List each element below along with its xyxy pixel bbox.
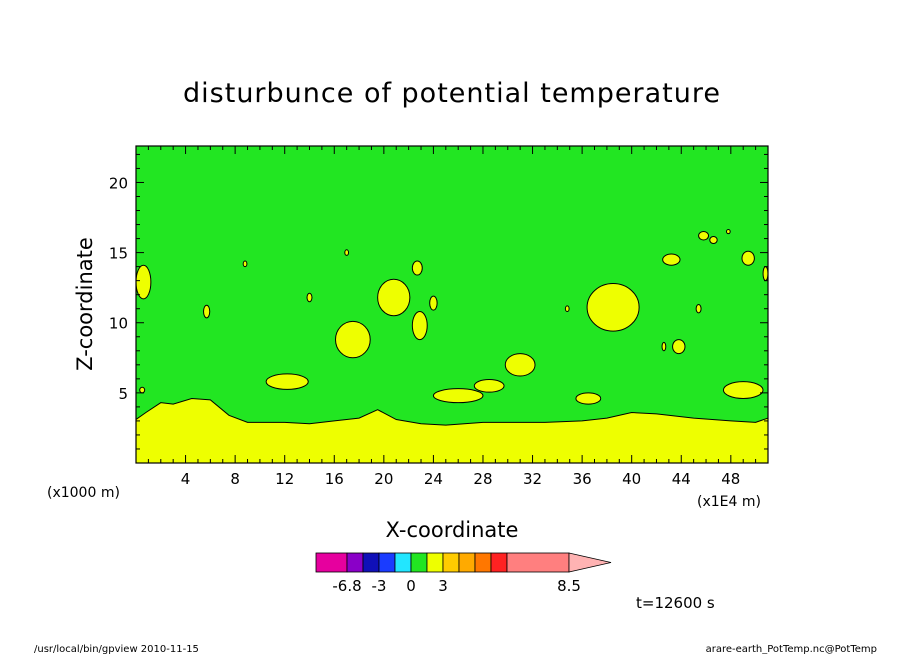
time-label: t=12600 s [636, 594, 715, 612]
y-tick-label: 5 [118, 385, 128, 403]
footer-left: /usr/local/bin/gpview 2010-11-15 [34, 644, 199, 654]
x-tick-label: 48 [721, 470, 740, 488]
anomaly-patch [335, 320, 371, 359]
anomaly-patch [741, 250, 755, 266]
colorbar-tick-label: 0 [406, 577, 416, 595]
anomaly-patch [377, 278, 411, 317]
x-tick-label: 44 [672, 470, 691, 488]
boundary-layer-region [136, 397, 768, 463]
colorbar-tick-label: 3 [438, 577, 448, 595]
colorbar-tick-label: -3 [372, 577, 387, 595]
anomaly-patch [265, 373, 309, 390]
x-tick-label: 12 [275, 470, 294, 488]
anomaly-patch [411, 311, 428, 341]
colorbar: -6.8 -3 0 3 8.5 [315, 552, 612, 595]
anomaly-patch [473, 379, 505, 393]
anomaly-patch [139, 386, 146, 394]
anomaly-patch [695, 304, 702, 314]
anomaly-patch [661, 341, 667, 352]
anomaly-patch [709, 235, 718, 244]
chart-title: disturbunce of potential temperature [183, 78, 721, 109]
x-axis-ticks: 4 8 12 16 20 24 28 32 36 40 44 48 [181, 146, 740, 488]
anomaly-patch [136, 264, 152, 300]
footer-right: arare-earth_PotTemp.nc@PotTemp [706, 644, 877, 654]
x-tick-label: 8 [230, 470, 240, 488]
anomaly-patch [306, 292, 313, 303]
anomaly-patch [575, 392, 602, 405]
colorbar-tick-label: -6.8 [332, 577, 361, 595]
colorbar-box [458, 552, 476, 573]
anomaly-patch [429, 295, 438, 311]
anomaly-patch [203, 304, 211, 319]
anomaly-patch [242, 260, 248, 268]
anomaly-patch [762, 266, 768, 282]
y-tick-label: 10 [109, 315, 128, 333]
x-tick-label: 16 [325, 470, 344, 488]
x-tick-label: 28 [473, 470, 492, 488]
colorbar-box [394, 552, 412, 573]
anomaly-patch [411, 260, 423, 276]
anomaly-patch [662, 253, 681, 266]
x-tick-label: 40 [622, 470, 641, 488]
colorbar-box [378, 552, 396, 573]
anomaly-patch [344, 249, 350, 256]
x-tick-label: 32 [523, 470, 542, 488]
plot-area [135, 145, 769, 464]
anomaly-patch [504, 353, 536, 377]
y-tick-label: 20 [109, 174, 128, 192]
anomaly-patch [586, 282, 640, 332]
x-tick-label: 4 [181, 470, 191, 488]
y-axis-ticks: 5 10 15 20 [109, 174, 768, 403]
anomaly-patch [432, 388, 484, 404]
x-tick-label: 20 [374, 470, 393, 488]
anomaly-patch [698, 231, 710, 241]
x-tick-label: 24 [424, 470, 443, 488]
colorbar-box [442, 552, 460, 573]
colorbar-box [410, 552, 428, 573]
colorbar-extension-arrow [568, 552, 612, 573]
colorbar-box [474, 552, 492, 573]
y-unit-note: (x1000 m) [47, 485, 120, 501]
colorbar-box [362, 552, 380, 573]
colorbar-tick-label: 8.5 [557, 577, 581, 595]
plot-background [136, 146, 768, 463]
colorbar-box [315, 552, 348, 573]
x-axis-label: X-coordinate [386, 518, 519, 542]
anomaly-patch [725, 228, 731, 235]
y-tick-label: 15 [109, 245, 128, 263]
anomaly-patch [564, 305, 570, 313]
colorbar-box [506, 552, 570, 573]
x-unit-note: (x1E4 m) [697, 494, 761, 510]
colorbar-box [346, 552, 364, 573]
anomaly-patch [672, 339, 686, 355]
anomaly-patch [722, 381, 764, 399]
y-axis-label: Z-coordinate [73, 237, 97, 371]
plot-frame [135, 145, 769, 464]
x-tick-label: 36 [573, 470, 592, 488]
colorbar-box [490, 552, 508, 573]
colorbar-box [426, 552, 444, 573]
